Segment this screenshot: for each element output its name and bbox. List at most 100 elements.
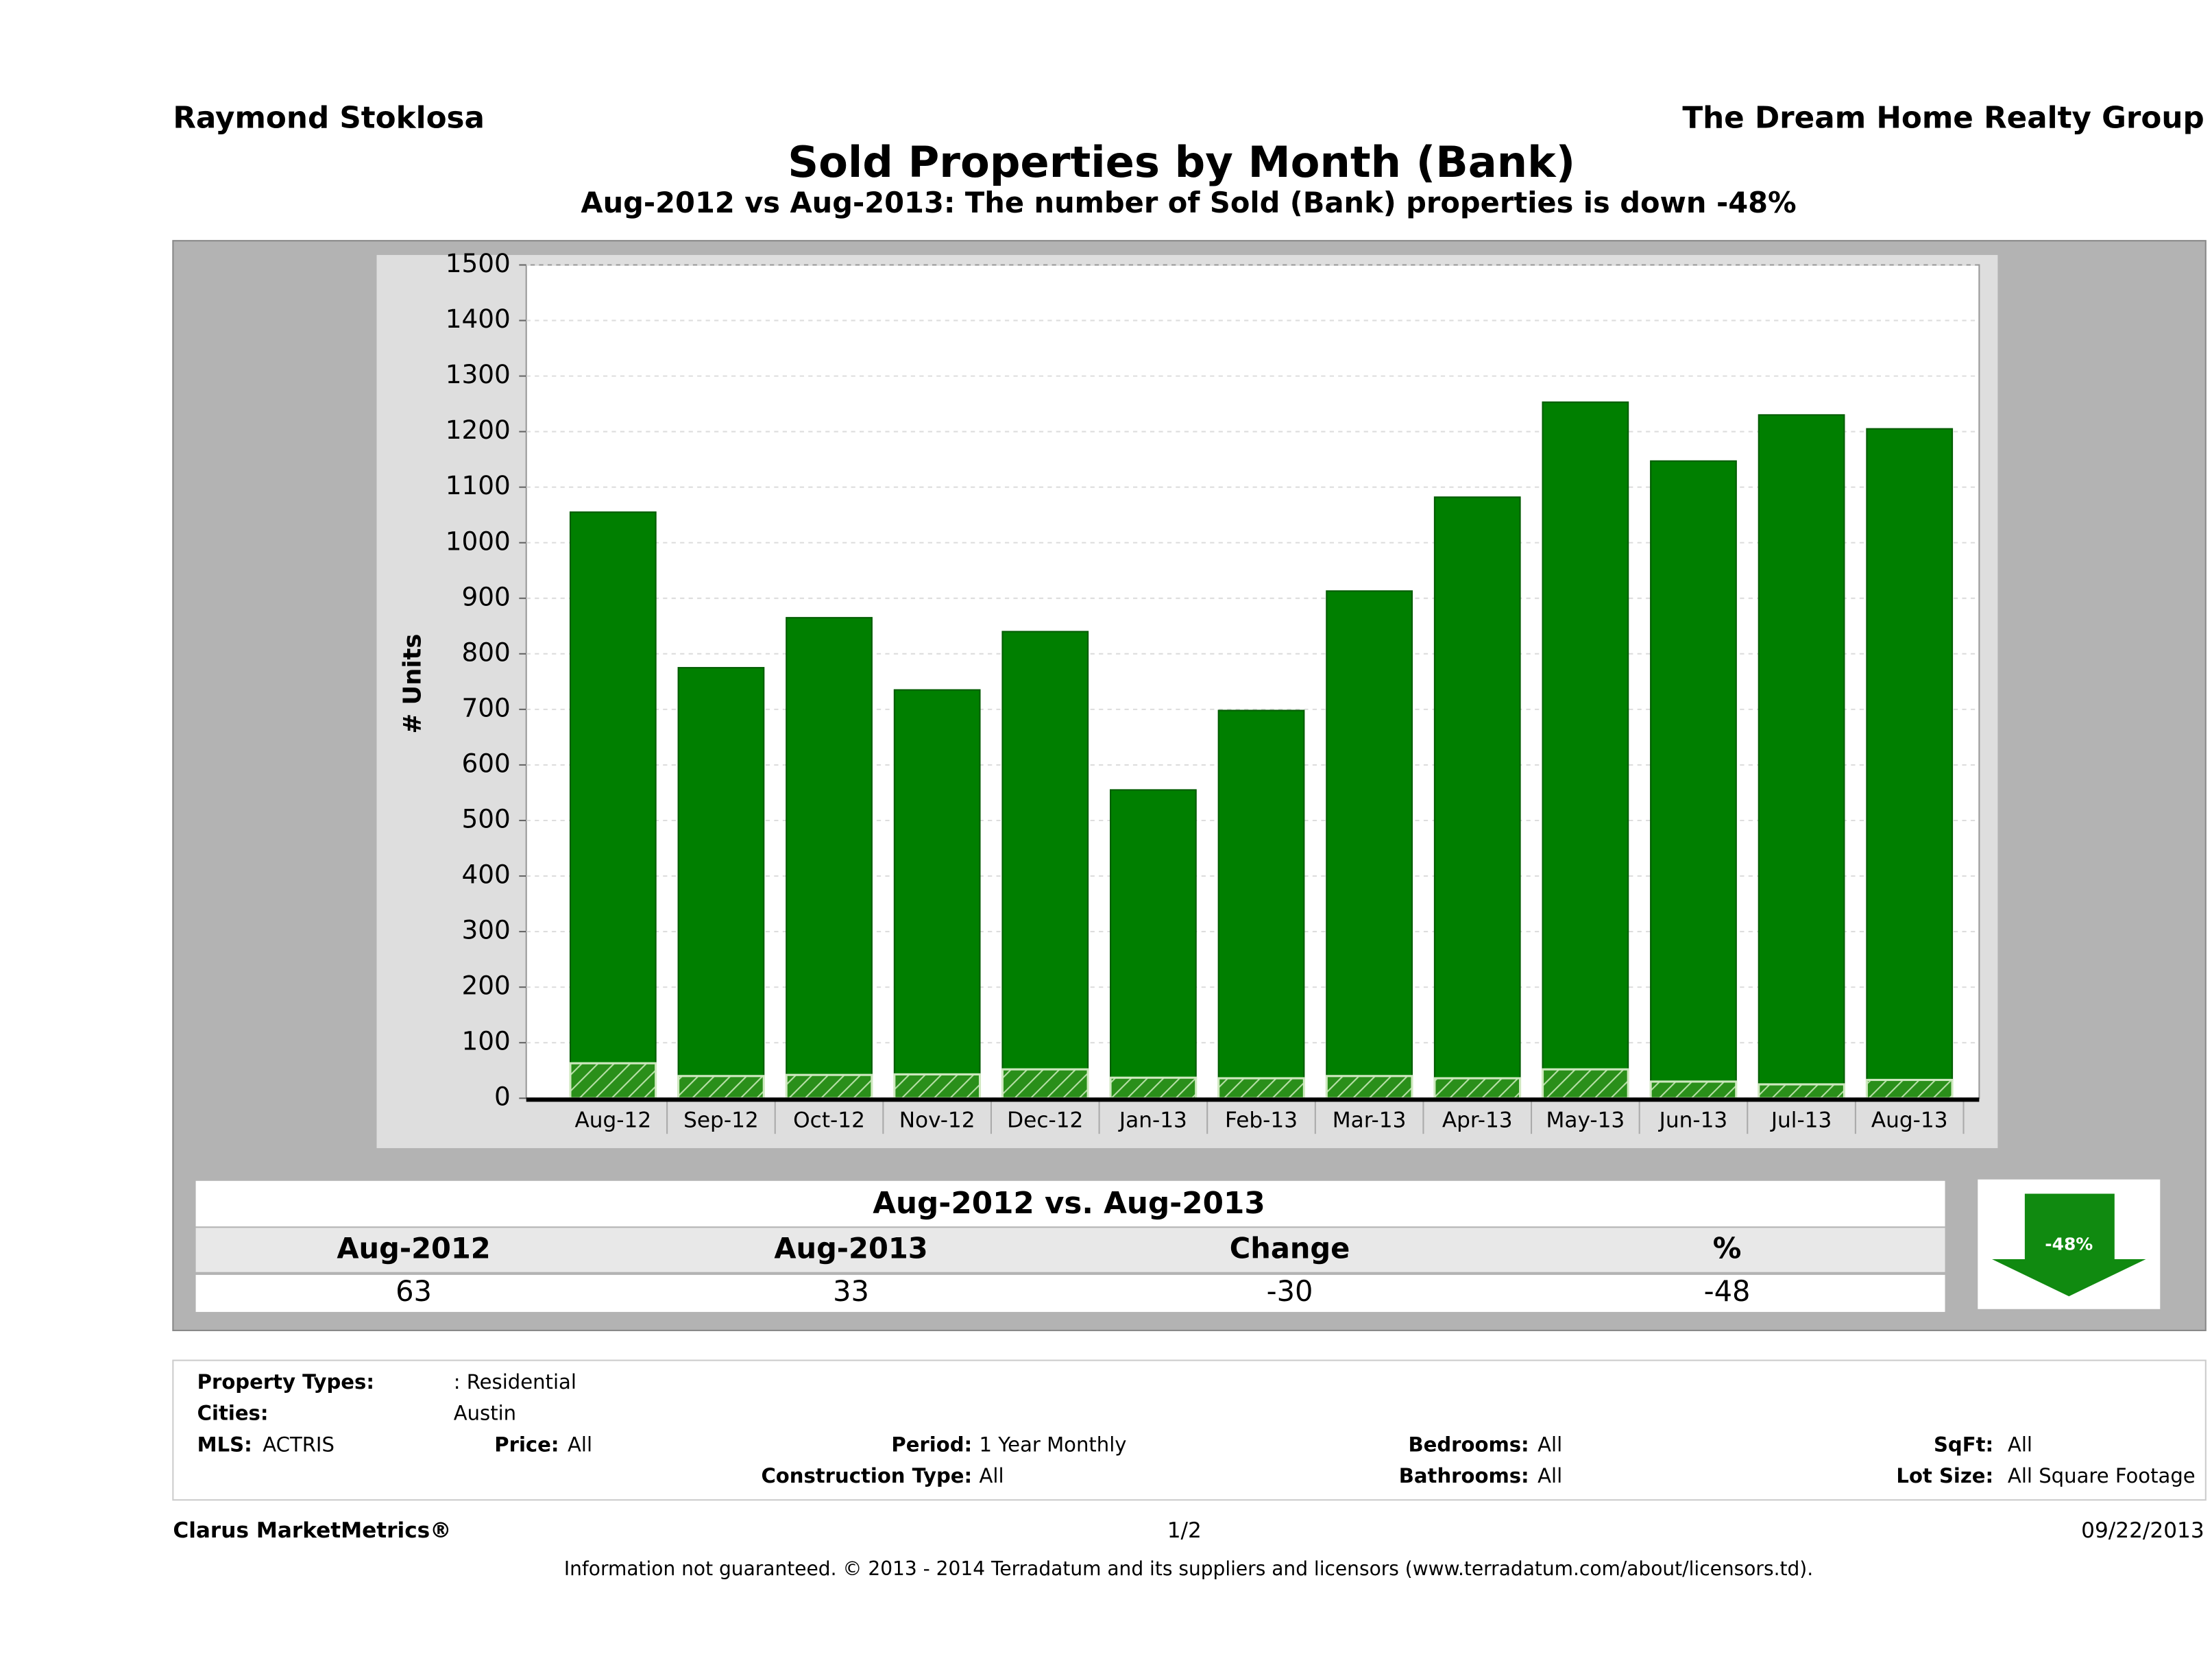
detail-value: 1 Year Monthly	[980, 1433, 1127, 1456]
summary-title: Aug-2012 vs. Aug-2013	[873, 1186, 1265, 1221]
x-tick-label: Sep-12	[683, 1108, 759, 1132]
y-tick-label: 1300	[446, 359, 511, 389]
x-tick-label: May-13	[1546, 1108, 1625, 1132]
bar	[893, 689, 981, 1099]
detail-label: Bathrooms:	[1399, 1464, 1529, 1487]
detail-label: Bedrooms:	[1408, 1433, 1529, 1456]
summary-header: %	[1713, 1232, 1742, 1265]
bar	[786, 617, 873, 1099]
x-tick-label: Feb-13	[1225, 1108, 1298, 1132]
bar	[1217, 1077, 1305, 1099]
y-tick-label: 500	[461, 803, 510, 834]
bar	[569, 511, 657, 1099]
chart-title: Sold Properties by Month (Bank)	[788, 137, 1575, 187]
summary-value: -48	[1704, 1274, 1751, 1308]
bar	[1758, 1083, 1845, 1099]
y-tick-label: 0	[494, 1082, 511, 1112]
summary-header-row	[195, 1228, 1945, 1272]
x-tick-label: Jun-13	[1658, 1108, 1728, 1132]
detail-label: Period:	[891, 1433, 972, 1456]
badge-text: -48%	[2045, 1234, 2093, 1254]
bar	[893, 1073, 982, 1099]
detail-value: Austin	[454, 1402, 516, 1425]
summary-header: Aug-2012	[337, 1232, 490, 1265]
detail-label: Lot Size:	[1896, 1464, 1993, 1487]
detail-label: MLS:	[197, 1433, 252, 1456]
bar	[569, 1062, 657, 1099]
y-axis-label: # Units	[399, 634, 427, 734]
detail-label: Property Types:	[197, 1370, 374, 1394]
bar	[1650, 460, 1737, 1099]
y-tick-label: 100	[461, 1026, 510, 1056]
detail-label: SqFt:	[1934, 1433, 1993, 1456]
x-tick-label: Oct-12	[793, 1108, 865, 1132]
bar	[1433, 496, 1521, 1099]
bar	[1109, 1076, 1198, 1099]
x-tick-label: Jul-13	[1770, 1108, 1832, 1132]
y-tick-label: 1400	[446, 304, 511, 334]
y-tick-label: 900	[461, 581, 510, 611]
x-tick-label: Dec-12	[1007, 1108, 1083, 1132]
chart-subtitle: Aug-2012 vs Aug-2013: The number of Sold…	[581, 186, 1796, 219]
footer-page: 1/2	[1167, 1518, 1202, 1543]
summary-value: -30	[1267, 1274, 1313, 1308]
y-tick-label: 1500	[446, 248, 511, 278]
y-tick-label: 1100	[446, 470, 511, 500]
x-tick-label: Apr-13	[1442, 1108, 1513, 1132]
disclaimer: Information not guaranteed. © 2013 - 201…	[564, 1557, 1813, 1580]
bar	[1758, 414, 1845, 1099]
detail-value: All	[1538, 1433, 1562, 1456]
bar	[1542, 401, 1629, 1099]
summary-value: 33	[833, 1274, 869, 1308]
x-tick-label: Jan-13	[1118, 1108, 1187, 1132]
details-box	[172, 1359, 2207, 1501]
x-tick-label: Nov-12	[899, 1108, 975, 1132]
detail-label: Price:	[494, 1433, 559, 1456]
detail-value: All Square Footage	[2008, 1464, 2196, 1487]
y-tick-label: 1200	[446, 415, 511, 445]
bar	[1865, 1078, 1954, 1099]
detail-value: All	[980, 1464, 1004, 1487]
footer-brand: Clarus MarketMetrics®	[173, 1518, 451, 1543]
y-tick-label: 200	[461, 971, 510, 1001]
y-tick-label: 400	[461, 860, 510, 890]
down-arrow	[1992, 1193, 2146, 1297]
summary-value: 63	[396, 1274, 432, 1308]
detail-label: Construction Type:	[761, 1464, 972, 1487]
bar	[1649, 1080, 1738, 1099]
y-tick-label: 700	[461, 692, 510, 722]
bar	[1110, 789, 1197, 1099]
bar	[1001, 1068, 1089, 1099]
detail-label: Cities:	[197, 1402, 269, 1425]
detail-value: ACTRIS	[263, 1433, 335, 1456]
y-tick-label: 300	[461, 915, 510, 945]
bar	[1866, 428, 1954, 1099]
bar	[1001, 631, 1089, 1099]
bar	[1433, 1077, 1522, 1099]
bar	[677, 667, 765, 1099]
x-tick-label: Mar-13	[1333, 1108, 1407, 1132]
detail-value: All	[1538, 1464, 1562, 1487]
bar	[1325, 1075, 1413, 1099]
y-tick-label: 600	[461, 748, 510, 778]
summary-header: Aug-2013	[774, 1232, 927, 1265]
y-tick-label: 1000	[446, 526, 511, 556]
bar	[1217, 709, 1305, 1099]
agent: Raymond Stoklosa	[173, 101, 485, 136]
detail-value: All	[2008, 1433, 2032, 1456]
x-tick-label: Aug-13	[1871, 1108, 1948, 1132]
bar	[1326, 590, 1413, 1099]
summary-value-row	[195, 1274, 1945, 1312]
bar	[677, 1075, 765, 1099]
detail-value: : Residential	[454, 1370, 576, 1394]
x-tick-label: Aug-12	[574, 1108, 651, 1132]
detail-value: All	[568, 1433, 592, 1456]
bar	[785, 1073, 873, 1099]
company: The Dream Home Realty Group	[1682, 101, 2204, 136]
y-tick-label: 800	[461, 637, 510, 667]
summary-header: Change	[1230, 1232, 1350, 1265]
summary-title-bar	[195, 1180, 1945, 1227]
footer-date: 09/22/2013	[2081, 1518, 2204, 1543]
bar	[1541, 1068, 1629, 1099]
